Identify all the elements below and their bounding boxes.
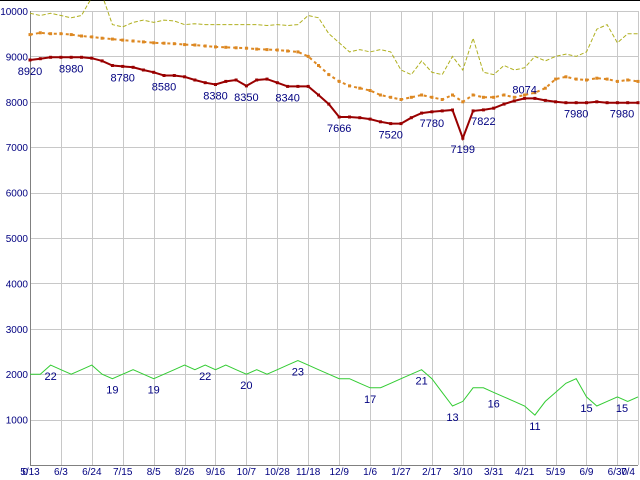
y-tick-label: 9000 xyxy=(6,52,29,63)
series-highest-price-line xyxy=(29,0,638,76)
x-tick-label: 12/9 xyxy=(329,467,349,478)
data-point-label: 8580 xyxy=(152,82,176,94)
y-tick-label: 0 xyxy=(22,467,28,478)
x-tick-label: 8/26 xyxy=(175,467,195,478)
x-tick-label: 2/17 xyxy=(422,467,442,478)
series-store-count-line xyxy=(30,360,639,416)
data-point-label: 15 xyxy=(616,403,628,415)
x-tick-label: 11/18 xyxy=(296,467,321,478)
x-axis-labels: 5/13 6/3 6/24 7/15 8/5 8/26 9/16 10/7 10/28 11/18… xyxy=(20,467,635,478)
data-point-label: 8380 xyxy=(203,91,227,103)
data-point-label: 7520 xyxy=(378,130,402,142)
x-tick-label: 6/3 xyxy=(54,467,68,478)
series-lowest-price-line xyxy=(29,56,638,142)
y-tick-label: 3000 xyxy=(6,325,29,336)
data-point-label: 8920 xyxy=(18,66,42,78)
data-point-label: 13 xyxy=(446,412,458,424)
y-tick-label: 8000 xyxy=(6,98,29,109)
data-point-label: 8074 xyxy=(512,84,536,96)
x-tick-label: 6/9 xyxy=(580,467,594,478)
y-axis-labels: 0 1000 2000 3000 4000 5000 6000 7000 8000 9000 100… xyxy=(0,7,28,478)
data-point-label: 19 xyxy=(148,385,160,397)
series-lowest-price-markers xyxy=(28,55,640,140)
data-point-label: 20 xyxy=(240,380,252,392)
x-tick-label: 6/30 xyxy=(608,467,628,478)
y-tick-label: 1000 xyxy=(6,416,29,427)
data-point-label: 7666 xyxy=(327,123,351,135)
axes xyxy=(30,11,638,466)
data-point-label: 17 xyxy=(364,394,376,406)
data-point-label: 8980 xyxy=(59,63,83,75)
x-tick-label: 7/4 xyxy=(621,467,635,478)
x-tick-label: 1/6 xyxy=(363,467,377,478)
series-average-price-markers xyxy=(28,31,640,104)
x-tick-label: 3/10 xyxy=(453,467,473,478)
data-point-label: 8340 xyxy=(275,92,299,104)
data-point-label: 15 xyxy=(580,403,592,415)
x-tick-label: 10/7 xyxy=(237,467,257,478)
x-tick-label: 4/21 xyxy=(515,467,535,478)
data-point-label: 8350 xyxy=(234,92,258,104)
y-tick-label: 4000 xyxy=(6,279,29,290)
data-point-label: 23 xyxy=(292,367,304,379)
x-tick-label: 1/27 xyxy=(391,467,411,478)
x-tick-label: 10/28 xyxy=(265,467,290,478)
data-point-label: 11 xyxy=(529,421,540,433)
data-labels: 8920 8980 8780 8580 8380 8350 8340 7666 7520 7780… xyxy=(18,63,634,433)
data-point-label: 7980 xyxy=(610,109,634,121)
data-point-label: 22 xyxy=(199,371,211,383)
series-average-price-line xyxy=(29,31,639,103)
x-tick-label: 6/24 xyxy=(82,467,102,478)
x-tick-label: 8/5 xyxy=(147,467,161,478)
y-tick-label: 7000 xyxy=(6,143,29,154)
y-tick-label: 6000 xyxy=(6,189,29,200)
data-point-label: 8780 xyxy=(110,72,134,84)
x-tick-label: 5/19 xyxy=(546,467,566,478)
data-point-label: 22 xyxy=(44,371,56,383)
data-point-label: 7199 xyxy=(451,144,475,156)
data-point-label: 7980 xyxy=(564,109,588,121)
data-point-label: 7780 xyxy=(420,118,444,130)
y-tick-label: 5000 xyxy=(6,234,29,245)
x-tick-label: 5/13 xyxy=(20,467,40,478)
data-point-label: 7822 xyxy=(471,116,495,128)
data-point-label: 21 xyxy=(415,376,427,388)
y-tick-label: 2000 xyxy=(6,370,29,381)
x-tick-label: 9/16 xyxy=(206,467,226,478)
data-point-label: 16 xyxy=(488,398,500,410)
x-tick-label: 7/15 xyxy=(113,467,133,478)
data-point-label: 19 xyxy=(106,385,118,397)
y-tick-label: 10000 xyxy=(0,7,28,18)
x-tick-label: 3/31 xyxy=(484,467,504,478)
